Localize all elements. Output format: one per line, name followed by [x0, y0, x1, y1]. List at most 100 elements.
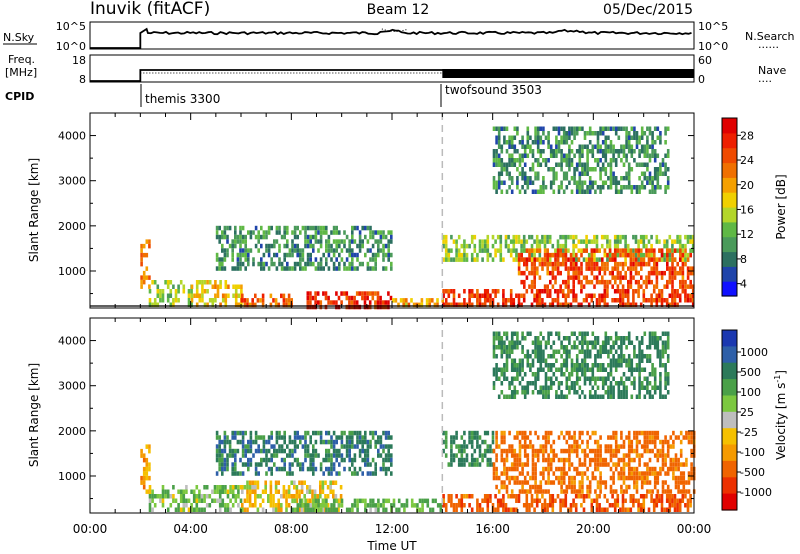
echo-cell: [257, 261, 260, 267]
echo-cell: [653, 252, 656, 258]
echo-cell: [573, 167, 576, 172]
echo-cell: [648, 336, 652, 341]
echo-cell: [234, 225, 237, 231]
colorbar-swatch: [722, 266, 737, 282]
echo-cell: [609, 140, 613, 145]
echo-cell: [148, 489, 152, 494]
echo-cell: [646, 135, 649, 140]
echo-cell: [668, 257, 672, 262]
echo-cell: [500, 457, 504, 463]
echo-cell: [495, 149, 498, 154]
echo-cell: [651, 439, 654, 445]
echo-cell: [570, 480, 574, 485]
echo-cell: [580, 266, 583, 271]
echo-cell: [523, 171, 527, 176]
echo-cell: [603, 234, 607, 240]
cpid-label: CPID: [5, 90, 34, 103]
echo-cell: [586, 158, 589, 163]
echo-cell: [543, 289, 547, 294]
echo-cell: [205, 503, 209, 508]
echo-cell: [612, 363, 615, 368]
echo-cell: [366, 462, 370, 467]
echo-cell: [476, 293, 479, 298]
echo-cell: [531, 340, 535, 345]
echo-cell: [651, 144, 654, 149]
echo-cell: [523, 372, 527, 377]
echo-cell: [689, 293, 692, 298]
echo-cell: [676, 498, 679, 503]
echo-cell: [497, 131, 501, 136]
echo-cell: [520, 270, 523, 276]
echo-cell: [570, 358, 574, 363]
echo-cell: [187, 293, 191, 298]
echo-cell: [679, 453, 683, 458]
echo-cell: [291, 252, 294, 258]
echo-cell: [614, 439, 618, 445]
echo-cell: [536, 135, 540, 140]
colorbar-swatch: [722, 460, 737, 478]
echo-cell: [578, 349, 582, 354]
echo-cell: [668, 293, 672, 298]
echo-cell: [463, 289, 466, 294]
echo-cell: [642, 503, 646, 508]
echo-cell: [651, 140, 654, 145]
echo-cell: [468, 243, 471, 249]
echo-cell: [647, 507, 651, 512]
echo-cell: [648, 354, 652, 359]
echo-cell: [655, 494, 659, 499]
echo-cell: [543, 243, 547, 249]
echo-cell: [656, 153, 660, 158]
echo-cell: [601, 131, 605, 136]
echo-cell: [518, 171, 522, 176]
echo-cell: [463, 503, 466, 508]
echo-cell: [627, 471, 631, 476]
echo-cell: [153, 298, 157, 303]
echo-cell: [509, 293, 513, 298]
echo-cell: [594, 345, 597, 350]
echo-cell: [529, 176, 532, 181]
echo-cell: [681, 257, 685, 262]
echo-cell: [547, 131, 550, 136]
echo-cell: [664, 340, 667, 345]
echo-cell: [625, 453, 628, 458]
echo-cell: [476, 302, 479, 307]
echo-cell: [575, 275, 578, 280]
echo-cell: [689, 266, 692, 271]
echo-cell: [617, 475, 621, 481]
echo-cell: [614, 266, 617, 271]
echo-cell: [666, 372, 670, 377]
echo-cell: [590, 239, 594, 244]
echo-cell: [190, 489, 193, 494]
echo-cell: [626, 302, 630, 307]
echo-cell: [450, 289, 453, 294]
echo-cell: [387, 453, 390, 458]
echo-cell: [637, 293, 640, 298]
echo-cell: [265, 230, 268, 235]
velocity-colorbar-label-exp: -1: [773, 375, 782, 383]
echo-cell: [677, 466, 680, 472]
echo-cell: [664, 394, 667, 399]
colorbar-tick-label: 25: [740, 406, 754, 419]
echo-cell: [672, 444, 675, 449]
echo-cell: [564, 498, 568, 503]
echo-cell: [646, 471, 649, 476]
echo-cell: [650, 234, 653, 240]
echo-cell: [638, 381, 641, 386]
echo-cell: [651, 189, 654, 194]
echo-cell: [542, 180, 545, 185]
echo-cell: [228, 453, 232, 458]
echo-cell: [243, 298, 247, 303]
echo-cell: [229, 489, 232, 494]
echo-cell: [390, 266, 393, 271]
echo-cell: [624, 239, 627, 244]
echo-cell: [648, 439, 652, 445]
echo-cell: [607, 448, 610, 454]
echo-cell: [643, 471, 647, 476]
echo-cell: [384, 430, 388, 436]
echo-cell: [609, 444, 613, 449]
echo-cell: [148, 494, 152, 499]
echo-cell: [236, 261, 240, 267]
echo-cell: [560, 381, 563, 386]
echo-cell: [604, 345, 608, 350]
